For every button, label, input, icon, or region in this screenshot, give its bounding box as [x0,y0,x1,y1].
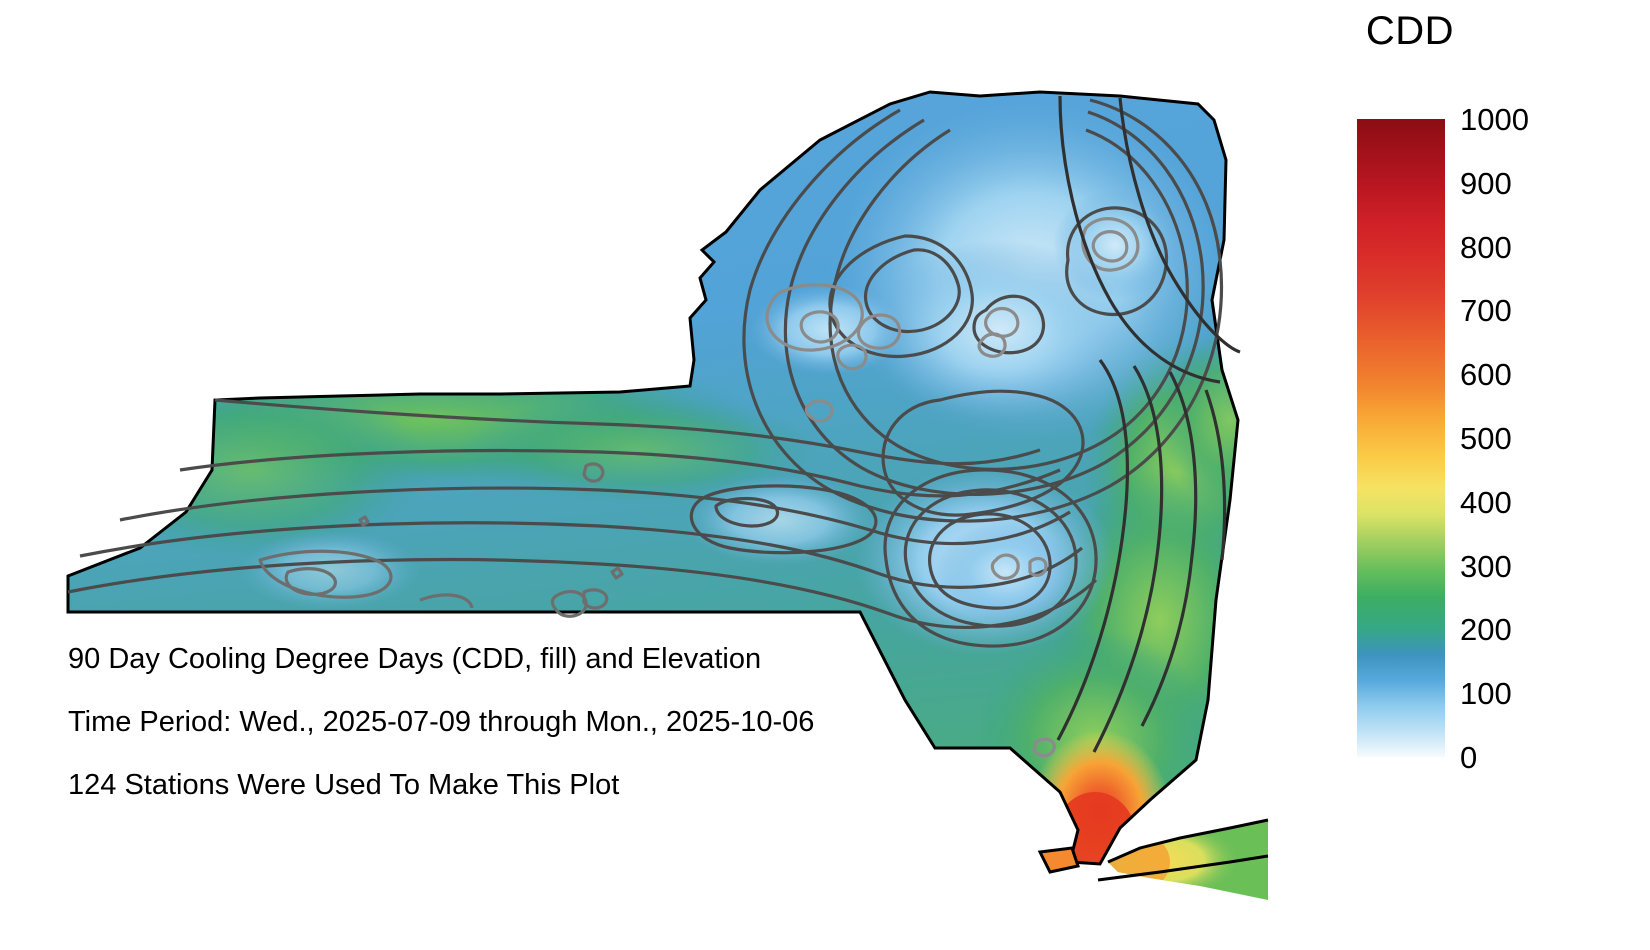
colorbar-tick-0: 0 [1460,740,1478,775]
colorbar-tick-1000: 1000 [1460,102,1529,137]
caption-time-period-line: Time Period: Wed., 2025-07-09 through Mo… [68,706,815,738]
cdd-colorbar [1357,119,1445,757]
colorbar-tick-400: 400 [1460,484,1512,520]
elevation-contour-lines-catskills-core [990,553,1056,758]
long-island-south-shore [1097,854,1269,882]
elevation-contour-lines-inner-west [258,462,624,618]
elevation-contour-lines-adirondack-core [765,217,1140,423]
colorbar-tick-600: 600 [1460,357,1512,393]
elevation-contour-lines-hudson [1056,95,1241,753]
colorbar-tick-300: 300 [1460,548,1512,584]
colorbar-tick-500: 500 [1460,421,1512,456]
colorbar-tick-800: 800 [1460,229,1512,265]
legend-panel: CDD 1000 900 800 700 600 500 400 300 200 100 0 [1280,0,1650,950]
new-york-state-map [66,90,1269,900]
legend-title: CDD [1365,9,1455,53]
colorbar-tick-200: 200 [1460,612,1512,648]
staten-island-outline [1037,846,1080,874]
colorbar-tick-700: 700 [1460,293,1512,329]
map-panel [66,90,1269,900]
elevation-contour-lines-catskills [689,468,1098,648]
colorbar-tick-900: 900 [1460,165,1512,201]
caption-block: 90 Day Cooling Degree Days (CDD, fill) a… [68,645,1068,834]
colorbar-wrap [1357,119,1445,757]
long-island-north-shore [1107,818,1269,864]
caption-title-line: 90 Day Cooling Degree Days (CDD, fill) a… [68,643,762,675]
colorbar-tick-100: 100 [1460,676,1512,712]
caption-station-count-line: 124 Stations Were Used To Make This Plot [68,769,620,801]
